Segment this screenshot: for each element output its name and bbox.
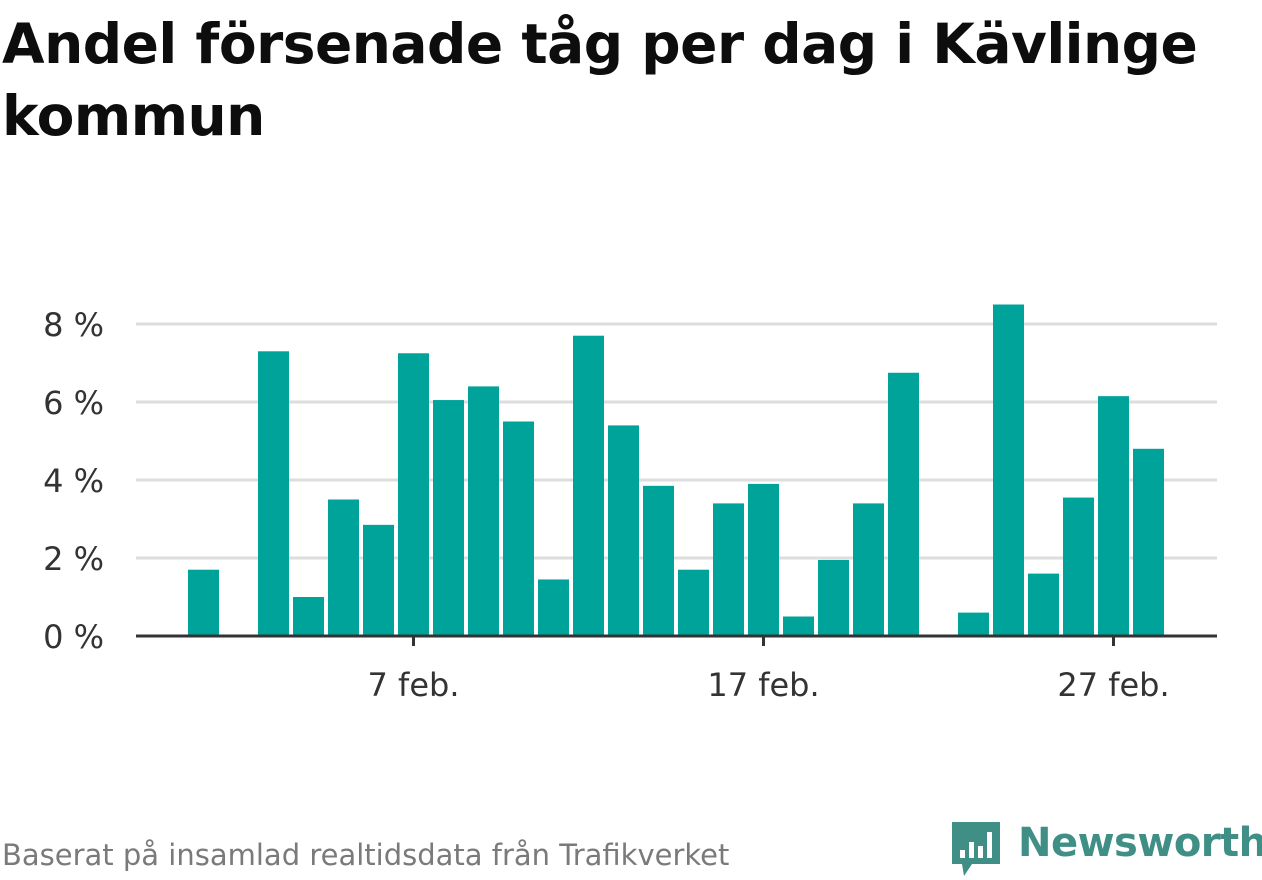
y-tick-label: 2 % (43, 540, 104, 578)
bar (433, 400, 464, 636)
chart-title: Andel försenade tåg per dag i Kävlinge k… (2, 12, 1198, 148)
bar (748, 483, 779, 636)
bar (958, 612, 989, 636)
axes: 0 % 2 % 4 % 6 % 8 % 7 feb. 17 feb. 27 feb. (43, 306, 1217, 704)
source-note: Baserat på insamlad realtidsdata från Tr… (2, 838, 730, 872)
bar (1028, 573, 1059, 636)
bar (328, 499, 359, 636)
y-tick-label: 8 % (43, 306, 104, 344)
bar (503, 421, 534, 636)
bar (818, 559, 849, 636)
x-tick-label: 7 feb. (368, 666, 460, 704)
bar (888, 372, 919, 636)
bar (293, 597, 324, 636)
bar (853, 503, 884, 636)
bar (608, 425, 639, 636)
y-tick-label: 4 % (43, 462, 104, 500)
bar (783, 616, 814, 636)
x-tick-label: 17 feb. (707, 666, 819, 704)
bar (538, 579, 569, 636)
bars (188, 304, 1164, 636)
y-tick-label: 0 % (43, 618, 104, 656)
bar (1133, 448, 1164, 636)
newsworthy-logo-icon (952, 822, 1000, 876)
bar (643, 485, 674, 636)
y-tick-label: 6 % (43, 384, 104, 422)
x-tick-label: 27 feb. (1057, 666, 1169, 704)
bar (1098, 396, 1129, 636)
bar (713, 503, 744, 636)
bar (188, 569, 219, 636)
bar (573, 335, 604, 636)
bar (1063, 497, 1094, 636)
bar (678, 569, 709, 636)
newsworthy-brand[interactable]: Newsworthy (950, 818, 1262, 880)
gridlines (136, 322, 1217, 560)
bar (258, 351, 289, 636)
bar (993, 304, 1024, 636)
brand-name: Newsworthy (1018, 820, 1262, 866)
bar (363, 524, 394, 636)
bar (398, 353, 429, 636)
bar (468, 386, 499, 636)
